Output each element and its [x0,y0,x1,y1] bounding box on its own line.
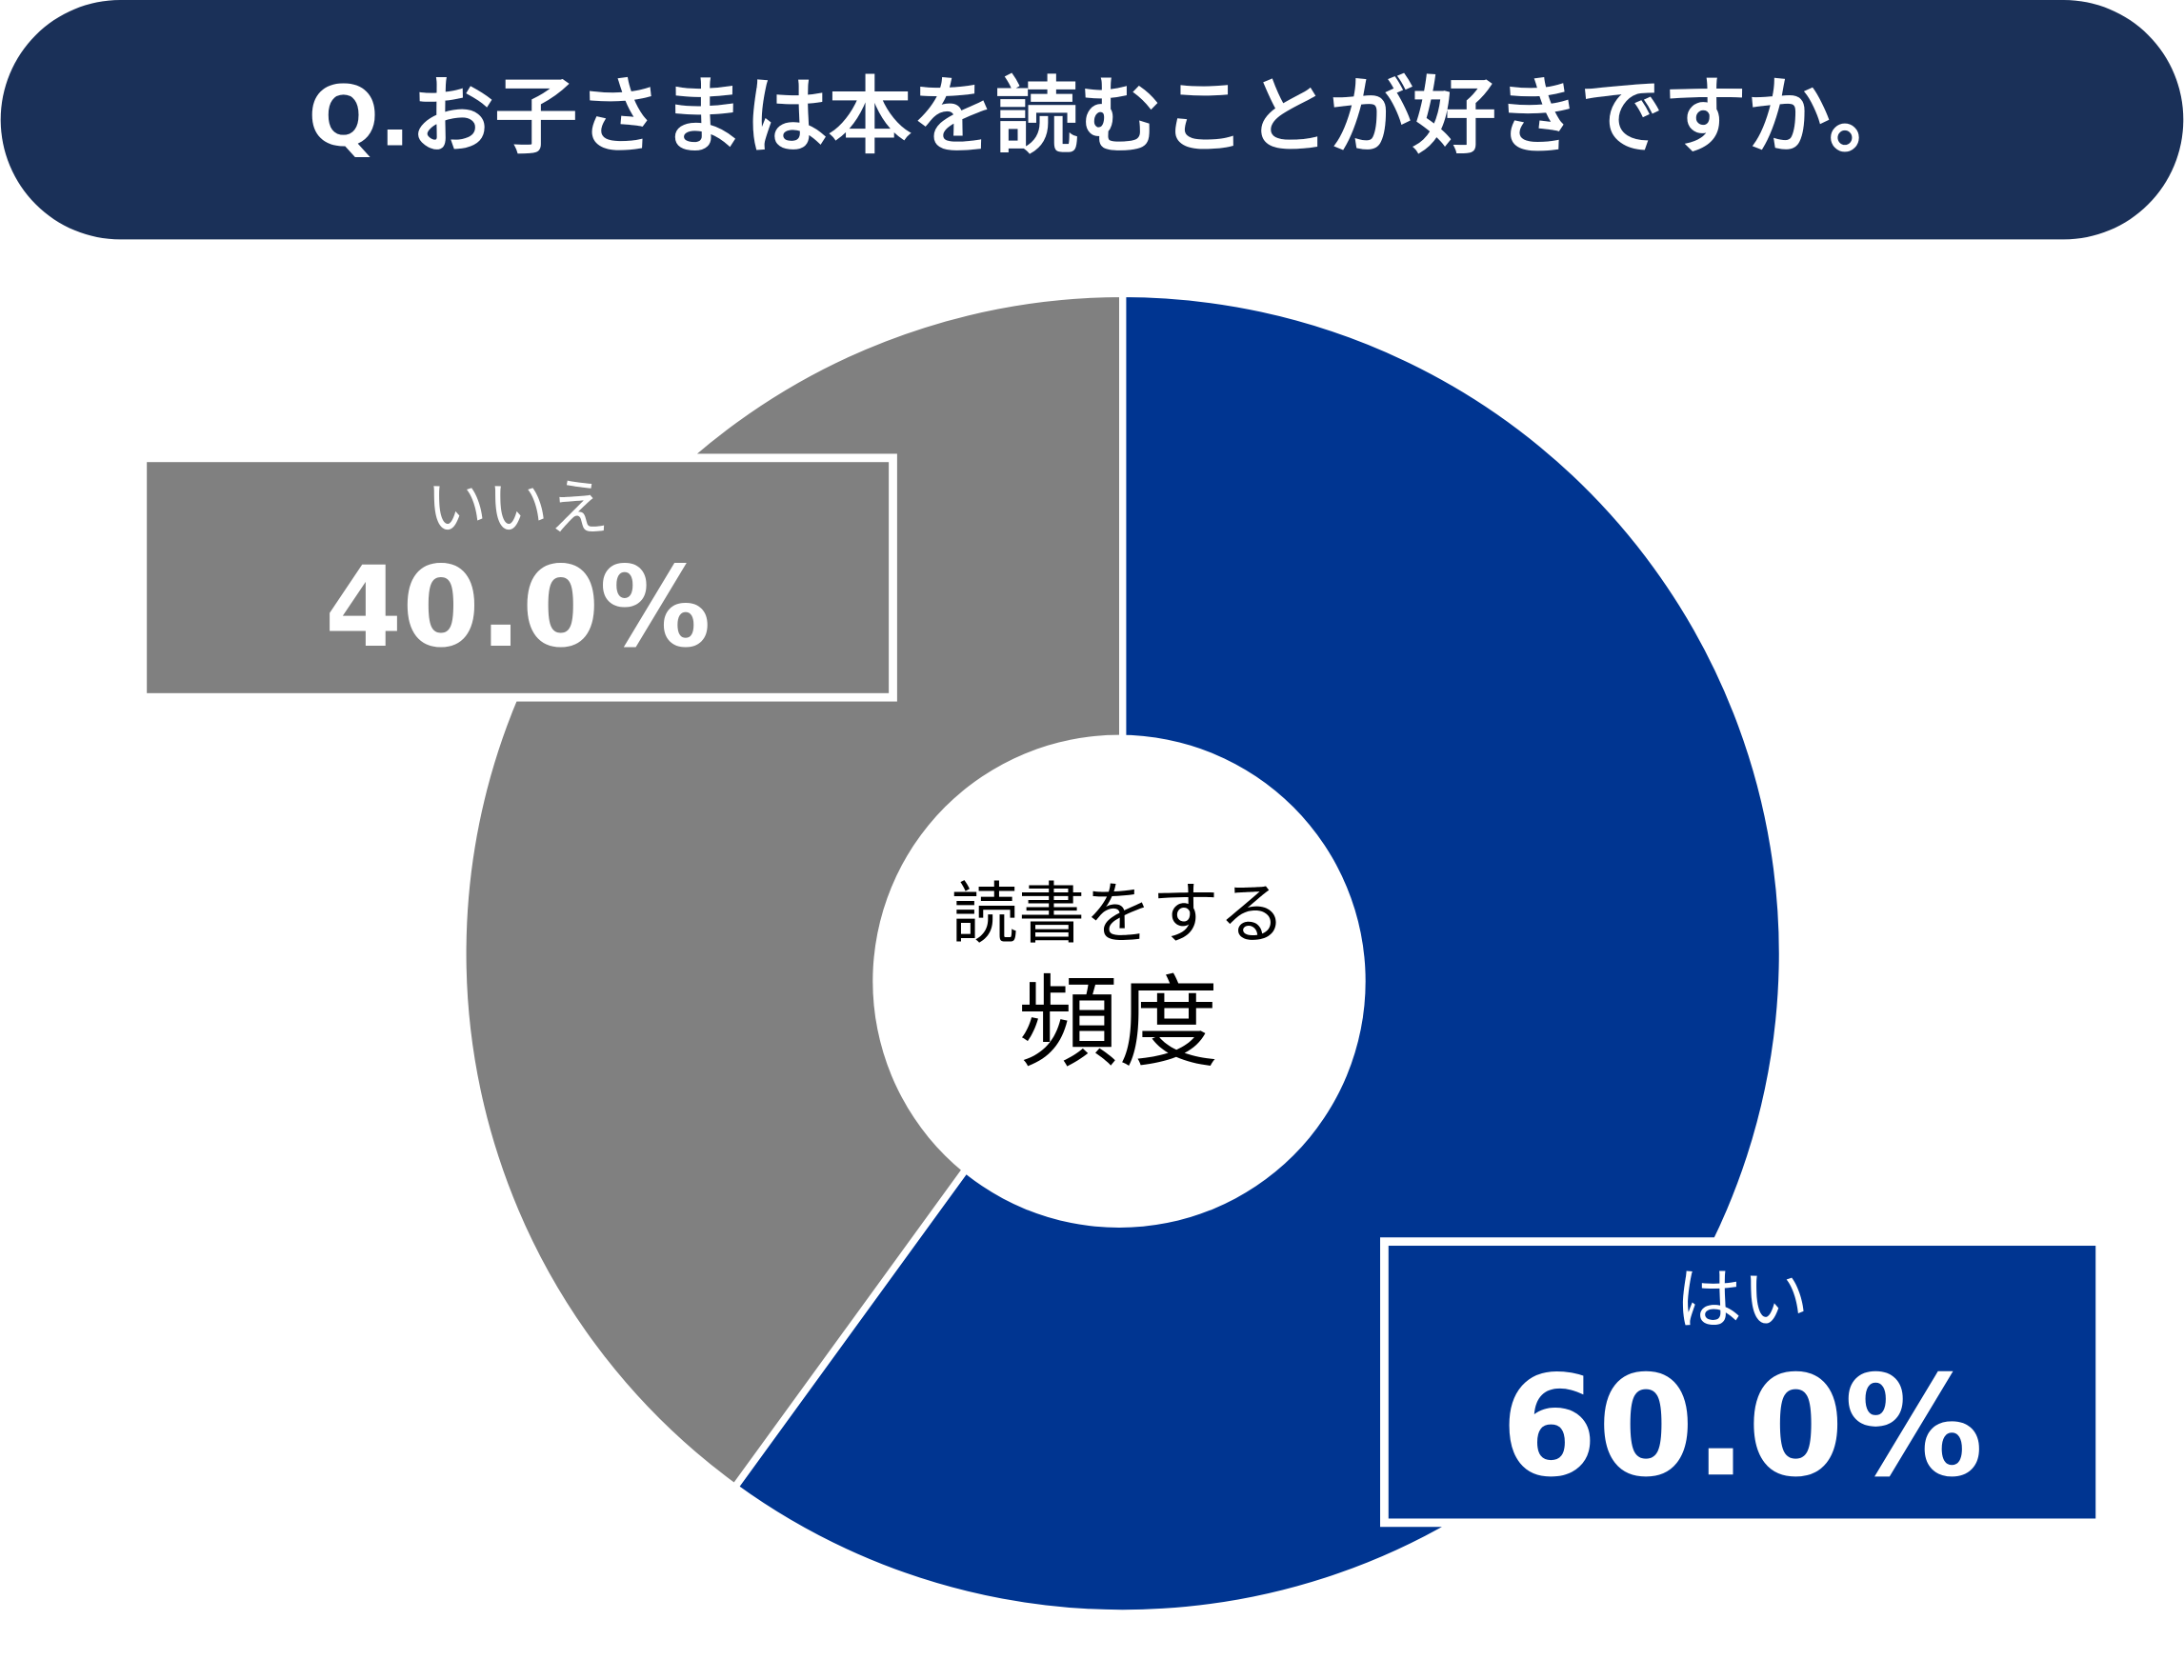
donut-hole [872,734,1366,1229]
center-label: 読書をする [952,875,1286,953]
chart-title: Q.お子さまは本を読むことが好きですか。 [308,69,1912,166]
title-banner [0,0,2184,240]
label-box [1382,1240,2102,1525]
value-label: 60.0% [1501,1346,1984,1508]
category-label: はい [1675,1260,1809,1338]
value-label: 40.0% [325,542,711,672]
center-label: 頻度 [1018,964,1218,1081]
label-box [141,456,894,699]
category-label: いいえ [426,472,610,544]
